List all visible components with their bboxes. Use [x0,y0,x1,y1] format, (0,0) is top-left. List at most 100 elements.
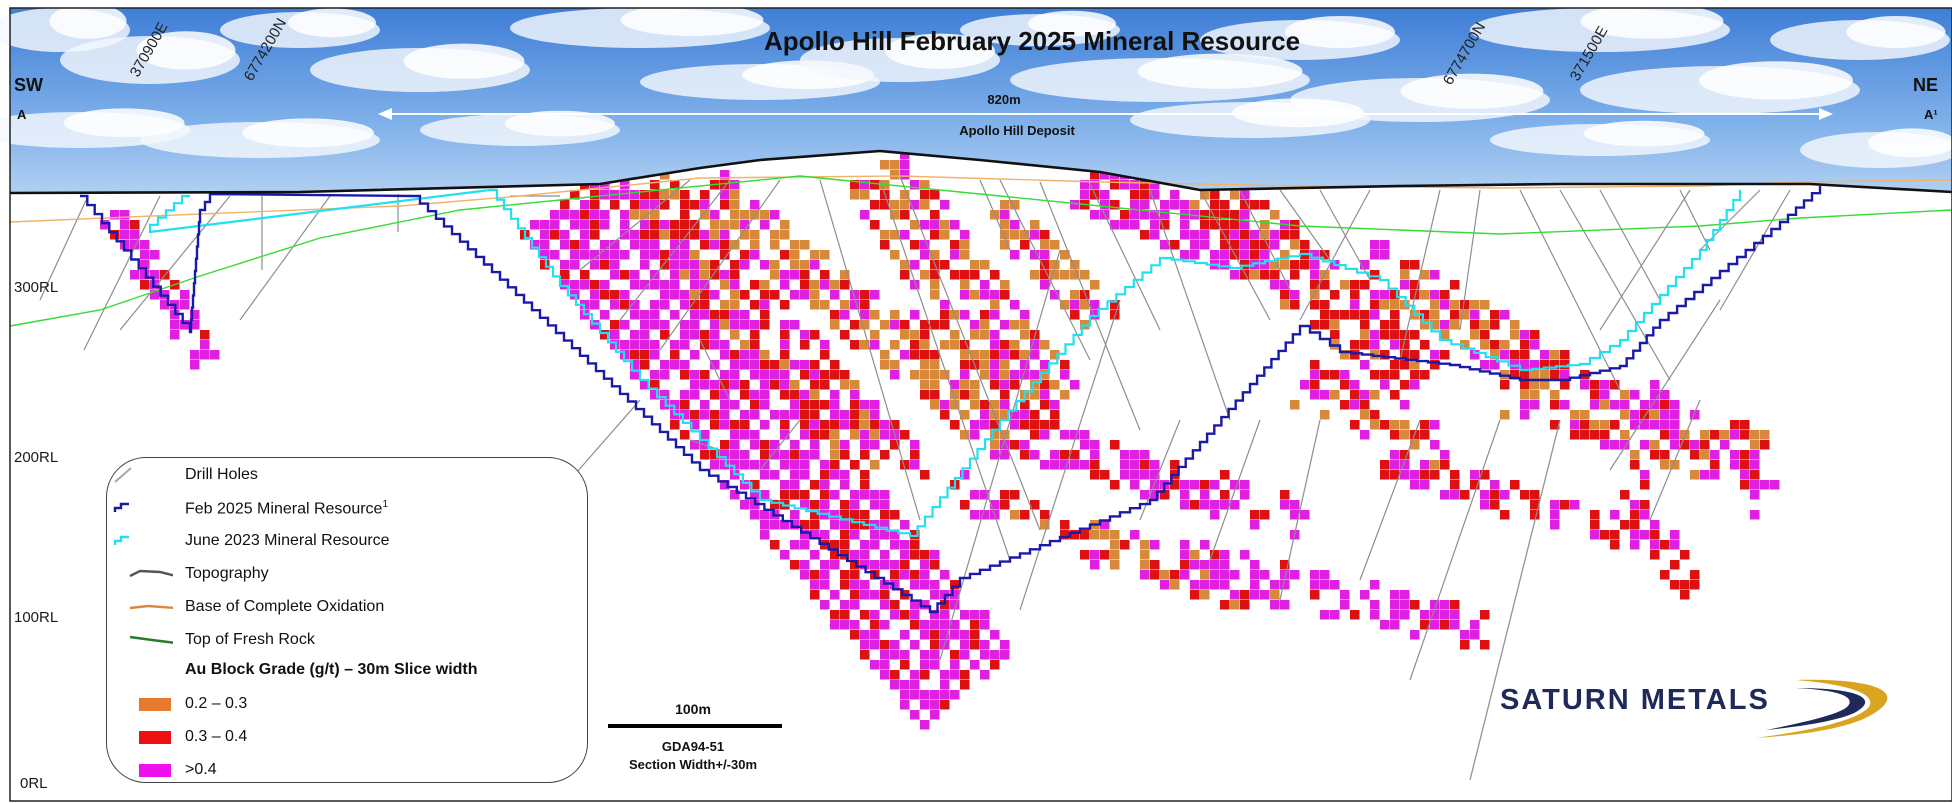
grade-block [1590,380,1600,390]
grade-block [830,540,840,550]
grade-block [1420,470,1430,480]
legend-label: Feb 2025 Mineral Resource1 [185,499,388,518]
grade-block [200,350,210,360]
grade-block [1630,420,1640,430]
grade-block [960,390,970,400]
grade-block [660,370,670,380]
grade-block [650,280,660,290]
grade-block [1590,390,1600,400]
grade-block [860,510,870,520]
grade-block [1000,640,1010,650]
cloud [242,118,374,148]
grade-block [1270,280,1280,290]
grade-block [920,550,930,560]
grade-block [640,240,650,250]
grade-block [1630,460,1640,470]
cloud [1846,16,1946,48]
grade-block [1230,500,1240,510]
grade-block [800,500,810,510]
grade-block [790,320,800,330]
grade-block [600,280,610,290]
grade-block [1310,260,1320,270]
grade-block [1220,560,1230,570]
grade-block [1140,200,1150,210]
grade-block [1200,590,1210,600]
grade-block [1270,210,1280,220]
grade-block [1400,430,1410,440]
grade-block [1210,480,1220,490]
grade-block [890,310,900,320]
grade-block [670,340,680,350]
grade-block [1080,190,1090,200]
grade-block [1290,220,1300,230]
grade-block [730,450,740,460]
grade-block [1180,250,1190,260]
grade-block [860,300,870,310]
grade-block [680,270,690,280]
grade-block [690,310,700,320]
grade-block [1000,450,1010,460]
grade-block [750,510,760,520]
grade-block [840,530,850,540]
grade-block [910,440,920,450]
grade-block [1210,210,1220,220]
grade-block [840,370,850,380]
grade-block [1540,350,1550,360]
grade-block [600,190,610,200]
grade-block [880,160,890,170]
grade-block [760,440,770,450]
grade-block [1720,430,1730,440]
grade-block [960,410,970,420]
grade-block [790,240,800,250]
grade-block [1030,220,1040,230]
grade-block [1520,400,1530,410]
grade-block [1740,470,1750,480]
grade-block [1500,510,1510,520]
grade-block [790,490,800,500]
grade-block [1230,190,1240,200]
grade-block [810,570,820,580]
grade-block [1550,360,1560,370]
grade-block [1070,450,1080,460]
grade-block [650,300,660,310]
grade-block [1040,430,1050,440]
grade-block [630,240,640,250]
drill-hole [819,179,921,521]
grade-block [620,220,630,230]
grade-block [880,590,890,600]
grade-block [670,220,680,230]
grade-block [910,200,920,210]
grade-block [1120,220,1130,230]
grade-block [1130,210,1140,220]
grade-block [1670,580,1680,590]
cloud [1699,61,1853,100]
grade-block [870,490,880,500]
grade-block [580,280,590,290]
grade-block [660,230,670,240]
grade-block [770,270,780,280]
grade-block [990,400,1000,410]
grade-block [1500,310,1510,320]
grade-block [700,200,710,210]
grade-block [780,220,790,230]
cloud [1583,120,1705,147]
grade-block [930,710,940,720]
grade-block [1600,380,1610,390]
grade-block [820,560,830,570]
grade-block [920,220,930,230]
grade-block [950,250,960,260]
grade-block [940,670,950,680]
grade-block [1500,490,1510,500]
grade-block [1640,410,1650,420]
grade-block [980,370,990,380]
grade-block [1240,590,1250,600]
grade-block [1220,550,1230,560]
grade-block [1250,240,1260,250]
legend-label: Topography [185,565,269,582]
grade-block [1490,340,1500,350]
grade-block [870,620,880,630]
grade-block [840,570,850,580]
grade-block [1480,330,1490,340]
grade-block [720,180,730,190]
grade-block [1270,270,1280,280]
